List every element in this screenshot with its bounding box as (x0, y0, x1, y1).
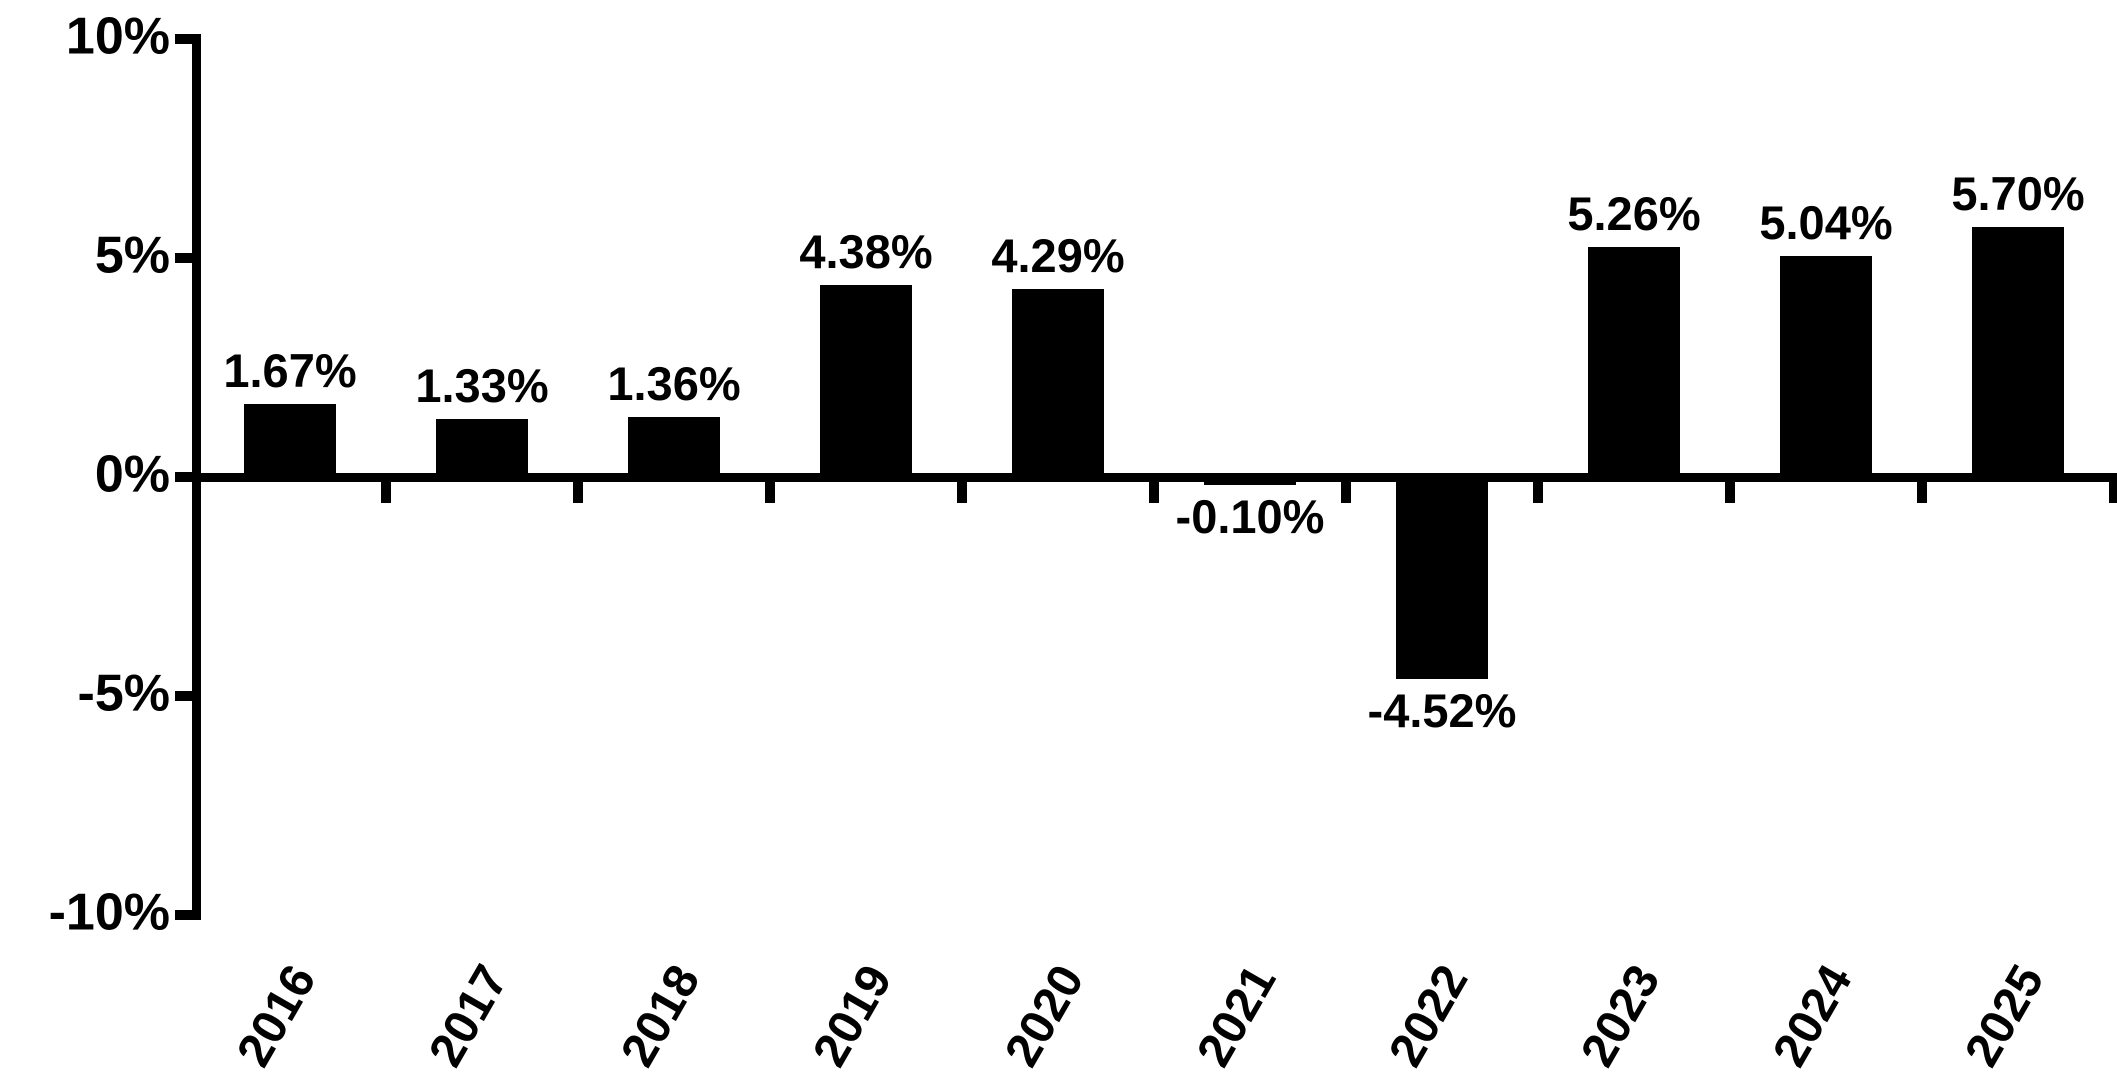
bar-2020 (1012, 289, 1104, 481)
x-axis-year-text: 2021 (1187, 956, 1287, 1076)
y-tick-label: 10% (65, 7, 170, 66)
bar-value-label: -0.10% (1175, 490, 1325, 544)
y-tick-label: -5% (77, 664, 170, 723)
bar-value-label: 1.36% (607, 357, 741, 411)
bar-value-label: 1.33% (415, 358, 549, 412)
x-tick (1725, 480, 1735, 503)
y-tick-label: 5% (94, 226, 170, 285)
bar-value-label: 5.70% (1951, 167, 2085, 221)
bar-2022 (1396, 477, 1488, 679)
x-axis-year-text: 2017 (419, 956, 519, 1076)
x-axis-year-text: 2025 (1955, 956, 2055, 1076)
x-tick (2109, 480, 2117, 503)
x-axis-year-text: 2020 (995, 956, 1095, 1076)
x-tick (381, 480, 391, 503)
bar-2017 (436, 418, 528, 481)
bar-2023 (1588, 246, 1680, 481)
y-tick (175, 910, 194, 920)
bar-value-label: 1.67% (223, 343, 357, 397)
x-tick (1533, 480, 1543, 503)
x-tick (1917, 480, 1927, 503)
x-tick (1341, 480, 1351, 503)
y-tick-label: 0% (94, 445, 170, 504)
y-tick-label: -10% (48, 883, 170, 942)
y-tick (175, 253, 194, 263)
bar-2025 (1972, 227, 2064, 481)
x-axis-year-text: 2019 (803, 956, 903, 1076)
x-axis-year-text: 2016 (227, 956, 327, 1076)
x-axis-year-text: 2018 (611, 956, 711, 1076)
x-axis-line (192, 472, 2117, 482)
x-tick (765, 480, 775, 503)
bar-2019 (820, 285, 912, 481)
bar-value-label: -4.52% (1367, 683, 1517, 737)
x-tick (1149, 480, 1159, 503)
x-tick (957, 480, 967, 503)
y-tick (175, 691, 194, 701)
y-tick (175, 472, 194, 482)
x-axis-year-text: 2024 (1763, 956, 1863, 1076)
bar-value-label: 4.38% (799, 225, 933, 279)
x-axis-year-text: 2023 (1571, 956, 1671, 1076)
bar-value-label: 5.04% (1759, 196, 1893, 250)
bar-2024 (1780, 256, 1872, 481)
bar-2018 (628, 417, 720, 481)
bar-2021 (1204, 477, 1296, 486)
bar-2016 (244, 403, 336, 481)
bar-value-label: 4.29% (991, 229, 1125, 283)
bar-value-label: 5.26% (1567, 186, 1701, 240)
x-axis-year-text: 2022 (1379, 956, 1479, 1076)
y-tick (175, 34, 194, 44)
x-tick (573, 480, 583, 503)
